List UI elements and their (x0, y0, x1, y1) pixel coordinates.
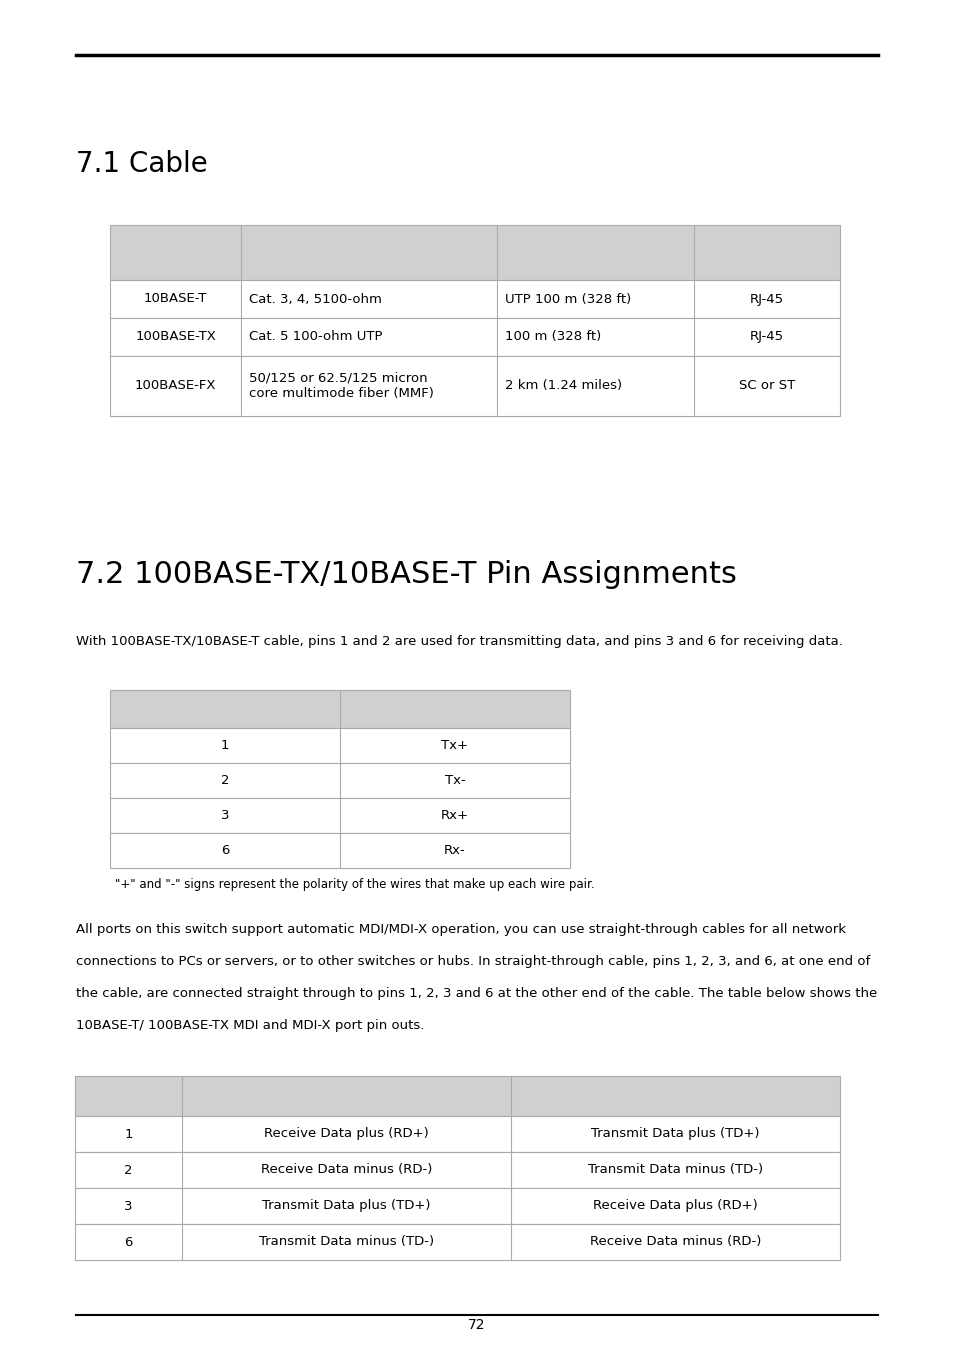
Bar (110, 319, 840, 356)
Text: SC or ST: SC or ST (739, 379, 794, 393)
Text: 72: 72 (468, 1318, 485, 1332)
Text: All ports on this switch support automatic MDI/MDI-X operation, you can use stra: All ports on this switch support automat… (76, 923, 845, 936)
Text: 2: 2 (220, 774, 229, 787)
Text: 3: 3 (220, 809, 229, 822)
Text: 6: 6 (124, 1235, 132, 1249)
Text: 10BASE-T/ 100BASE-TX MDI and MDI-X port pin outs.: 10BASE-T/ 100BASE-TX MDI and MDI-X port … (76, 1019, 424, 1031)
Text: Receive Data minus (RD-): Receive Data minus (RD-) (260, 1164, 432, 1176)
Bar (110, 833, 569, 868)
Text: "+" and "-" signs represent the polarity of the wires that make up each wire pai: "+" and "-" signs represent the polarity… (115, 878, 594, 891)
Text: RJ-45: RJ-45 (749, 331, 783, 343)
Text: With 100BASE-TX/10BASE-T cable, pins 1 and 2 are used for transmitting data, and: With 100BASE-TX/10BASE-T cable, pins 1 a… (76, 634, 842, 648)
Text: Cat. 3, 4, 5100-ohm: Cat. 3, 4, 5100-ohm (249, 293, 382, 305)
Text: Rx+: Rx+ (440, 809, 469, 822)
Bar (110, 225, 840, 279)
Text: 7.2 100BASE-TX/10BASE-T Pin Assignments: 7.2 100BASE-TX/10BASE-T Pin Assignments (76, 560, 737, 589)
Bar (110, 728, 569, 763)
Text: Transmit Data plus (TD+): Transmit Data plus (TD+) (262, 1200, 431, 1212)
Text: 1: 1 (220, 738, 229, 752)
Bar (75, 1188, 840, 1224)
Text: 7.1 Cable: 7.1 Cable (76, 150, 208, 178)
Text: Transmit Data minus (TD-): Transmit Data minus (TD-) (259, 1235, 434, 1249)
Bar (110, 690, 569, 728)
Bar (110, 356, 840, 416)
Text: 3: 3 (124, 1200, 132, 1212)
Text: Tx-: Tx- (444, 774, 465, 787)
Text: RJ-45: RJ-45 (749, 293, 783, 305)
Text: Transmit Data plus (TD+): Transmit Data plus (TD+) (591, 1127, 759, 1141)
Bar (75, 1152, 840, 1188)
Text: 1: 1 (124, 1127, 132, 1141)
Text: 100BASE-TX: 100BASE-TX (135, 331, 216, 343)
Text: the cable, are connected straight through to pins 1, 2, 3 and 6 at the other end: the cable, are connected straight throug… (76, 987, 877, 1000)
Text: 100 m (328 ft): 100 m (328 ft) (504, 331, 600, 343)
Bar (110, 763, 569, 798)
Text: Receive Data plus (RD+): Receive Data plus (RD+) (593, 1200, 757, 1212)
Text: Rx-: Rx- (444, 844, 465, 857)
Bar (75, 1076, 840, 1116)
Text: 50/125 or 62.5/125 micron
core multimode fiber (MMF): 50/125 or 62.5/125 micron core multimode… (249, 373, 434, 400)
Text: Cat. 5 100-ohm UTP: Cat. 5 100-ohm UTP (249, 331, 382, 343)
Bar (75, 1116, 840, 1152)
Text: 100BASE-FX: 100BASE-FX (134, 379, 216, 393)
Bar (110, 798, 569, 833)
Text: Receive Data minus (RD-): Receive Data minus (RD-) (589, 1235, 760, 1249)
Text: UTP 100 m (328 ft): UTP 100 m (328 ft) (504, 293, 631, 305)
Bar (110, 279, 840, 319)
Bar (75, 1224, 840, 1260)
Text: 10BASE-T: 10BASE-T (144, 293, 207, 305)
Text: Transmit Data minus (TD-): Transmit Data minus (TD-) (587, 1164, 762, 1176)
Text: 2 km (1.24 miles): 2 km (1.24 miles) (504, 379, 621, 393)
Text: connections to PCs or servers, or to other switches or hubs. In straight-through: connections to PCs or servers, or to oth… (76, 954, 870, 968)
Text: 6: 6 (220, 844, 229, 857)
Text: 2: 2 (124, 1164, 132, 1176)
Text: Tx+: Tx+ (441, 738, 468, 752)
Text: Receive Data plus (RD+): Receive Data plus (RD+) (264, 1127, 429, 1141)
